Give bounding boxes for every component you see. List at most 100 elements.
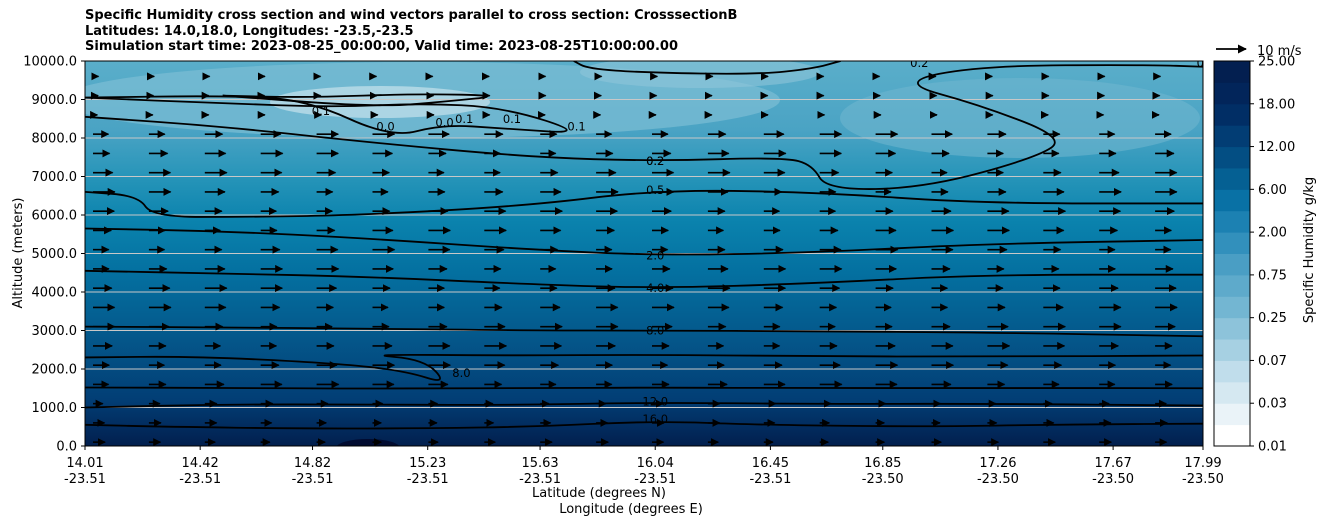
x-tick-label-latitude: 16.85 bbox=[864, 456, 901, 471]
contour-label: 0.1 bbox=[567, 119, 585, 133]
colorbar-band bbox=[1214, 210, 1250, 233]
x-tick-label-longitude: -23.51 bbox=[179, 472, 221, 487]
contour-line bbox=[85, 386, 1203, 390]
colorbar-tick-label: 12.00 bbox=[1258, 140, 1295, 155]
x-tick-label-latitude: 16.45 bbox=[752, 456, 789, 471]
y-tick-label: 8000.0 bbox=[32, 132, 78, 147]
contour-line bbox=[85, 402, 1203, 409]
humidity-moist-bump bbox=[336, 439, 400, 446]
colorbar-tick-label: 0.03 bbox=[1258, 397, 1287, 412]
title-line-2: Latitudes: 14.0,18.0, Longitudes: -23.5,… bbox=[85, 23, 414, 39]
y-tick-label: 2000.0 bbox=[32, 363, 78, 378]
contour-line bbox=[222, 93, 488, 107]
colorbar-ticks: 0.01 0.03 0.07 0.25 0.75 2.00 6.00 12.00 18.00 25… bbox=[1250, 55, 1295, 455]
colorbar-band bbox=[1214, 253, 1250, 276]
contour-label: 4.0 bbox=[646, 281, 664, 295]
colorbar-band bbox=[1214, 146, 1250, 169]
colorbar-band bbox=[1214, 61, 1250, 83]
plot-area: 0.20.20.52.04.08.012.016.00.1 0.10.00.00.… bbox=[85, 56, 1215, 446]
colorbar-tick-label: 0.07 bbox=[1258, 354, 1287, 369]
colorbar-band bbox=[1214, 360, 1250, 383]
x-axis: 14.01-23.5114.42-23.5114.82-23.5115.23-2… bbox=[64, 446, 1224, 487]
colorbar bbox=[1214, 61, 1250, 447]
x-tick-label-latitude: 17.67 bbox=[1095, 456, 1132, 471]
colorbar-band bbox=[1214, 381, 1250, 404]
x-tick-label-latitude: 14.82 bbox=[294, 456, 331, 471]
x-tick-label-latitude: 17.99 bbox=[1184, 456, 1221, 471]
x-tick-label-longitude: -23.50 bbox=[862, 472, 904, 487]
x-tick-label-latitude: 14.42 bbox=[182, 456, 219, 471]
x-tick-label-longitude: -23.50 bbox=[1182, 472, 1224, 487]
contour-line bbox=[85, 421, 1203, 430]
wind-reference-key: 10 m/s bbox=[1216, 44, 1302, 59]
contour-label: 0.5 bbox=[646, 183, 664, 197]
x-tick-label-longitude: -23.50 bbox=[977, 472, 1019, 487]
x-tick-label-longitude: -23.51 bbox=[292, 472, 334, 487]
contour-label: 0.0 bbox=[435, 116, 453, 130]
colorbar-band bbox=[1214, 424, 1250, 447]
contour-label: 0.1 bbox=[503, 112, 521, 126]
colorbar-tick-label: 6.00 bbox=[1258, 183, 1287, 198]
y-tick-label: 0.0 bbox=[56, 440, 77, 455]
y-tick-label: 4000.0 bbox=[32, 286, 78, 301]
y-tick-label: 1000.0 bbox=[32, 401, 78, 416]
contour-line bbox=[85, 189, 1203, 218]
contour-line bbox=[85, 64, 1203, 190]
colorbar-band bbox=[1214, 82, 1250, 105]
colorbar-band bbox=[1214, 232, 1250, 254]
x-tick-label-longitude: -23.51 bbox=[407, 472, 449, 487]
colorbar-band bbox=[1214, 167, 1250, 190]
x-tick-label-latitude: 17.26 bbox=[979, 456, 1016, 471]
contour-line bbox=[85, 269, 1203, 288]
humidity-dry-patch-right bbox=[840, 78, 1200, 158]
colorbar-band bbox=[1214, 296, 1250, 319]
x-tick-label-longitude: -23.51 bbox=[519, 472, 561, 487]
contour-label: 0.1 bbox=[455, 112, 473, 126]
y-tick-label: 9000.0 bbox=[32, 93, 78, 108]
colorbar-label: Specific Humidity g/kg bbox=[1302, 177, 1317, 323]
colorbar-tick-label: 18.00 bbox=[1258, 97, 1295, 112]
colorbar-band bbox=[1214, 317, 1250, 340]
y-tick-label: 5000.0 bbox=[32, 247, 78, 262]
x-tick-label-latitude: 14.01 bbox=[66, 456, 103, 471]
humidity-dry-patch-top bbox=[580, 61, 820, 88]
contour-line bbox=[85, 353, 1203, 381]
contour-line bbox=[573, 61, 841, 75]
colorbar-band bbox=[1214, 339, 1250, 361]
chart-title: Specific Humidity cross section and wind… bbox=[85, 8, 737, 55]
colorbar-tick-label: 2.00 bbox=[1258, 226, 1287, 241]
contour-label: 8.0 bbox=[646, 324, 664, 338]
contour-label: 0.2 bbox=[646, 154, 664, 168]
colorbar-tick-label: 0.25 bbox=[1258, 311, 1287, 326]
y-tick-label: 7000.0 bbox=[32, 170, 78, 185]
x-tick-label-longitude: -23.50 bbox=[1092, 472, 1134, 487]
contour-label: 16.0 bbox=[642, 412, 668, 426]
contour-labels: 0.20.20.52.04.08.012.016.00.1 0.10.00.00.… bbox=[312, 56, 1215, 426]
contour-label: 0.2 bbox=[1197, 56, 1215, 70]
colorbar-band bbox=[1214, 403, 1250, 426]
colorbar-band bbox=[1214, 103, 1250, 126]
y-axis-label: Altitude (meters) bbox=[11, 198, 26, 309]
colorbar-frame bbox=[1213, 60, 1251, 447]
colorbar-band bbox=[1214, 189, 1250, 212]
contour-label: 8.0 bbox=[452, 366, 470, 380]
colorbar-tick-label: 0.01 bbox=[1258, 440, 1287, 455]
y-tick-label: 10000.0 bbox=[23, 55, 77, 70]
contour-label: 12.0 bbox=[642, 395, 668, 409]
wind-vectors bbox=[90, 72, 1178, 446]
contour-label: 0.2 bbox=[646, 154, 664, 168]
contour-label: 2.0 bbox=[646, 248, 664, 262]
x-axis-label-longitude: Longitude (degrees E) bbox=[559, 502, 703, 517]
title-line-3: Simulation start time: 2023-08-25_00:00:… bbox=[85, 39, 678, 54]
contour-label: 0.0 bbox=[376, 119, 394, 133]
y-tick-label: 6000.0 bbox=[32, 209, 78, 224]
x-tick-label-latitude: 16.04 bbox=[637, 456, 674, 471]
contour-label: 0.1 bbox=[312, 104, 330, 118]
y-tick-label: 3000.0 bbox=[32, 324, 78, 339]
y-axis: 0.0 1000.0 2000.0 3000.0 4000.0 5000.0 6000.0 7… bbox=[23, 55, 85, 455]
colorbar-band bbox=[1214, 274, 1250, 297]
x-tick-label-longitude: -23.51 bbox=[749, 472, 791, 487]
colorbar-band bbox=[1214, 125, 1250, 148]
x-tick-label-longitude: -23.51 bbox=[634, 472, 676, 487]
